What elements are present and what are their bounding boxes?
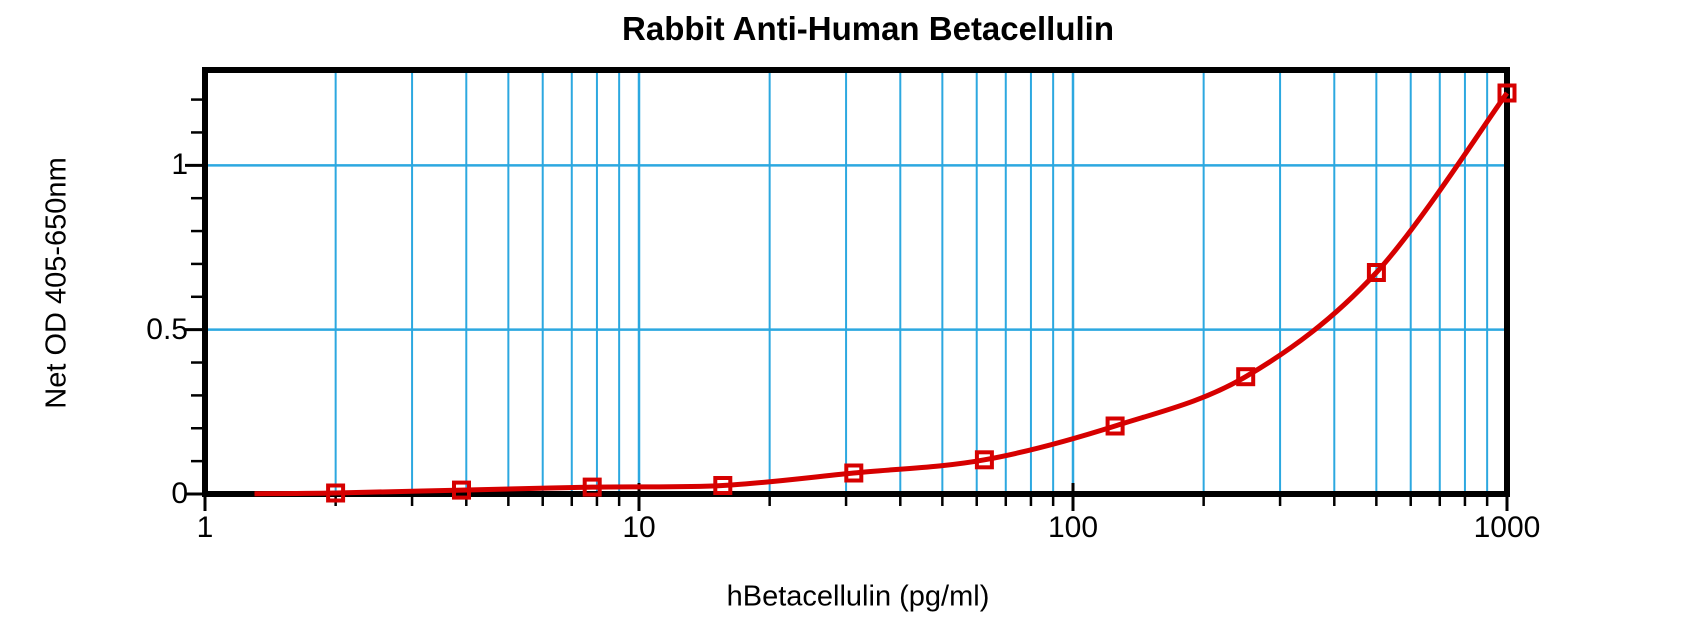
x-tick-label-1: 1 (196, 511, 214, 544)
x-axis-label: hBetacellulin (pg/ml) (726, 580, 990, 613)
gridlines (205, 70, 1507, 494)
data-point-marker (1366, 263, 1386, 282)
data-point-marker (1236, 367, 1256, 387)
x-tick-label-100: 100 (1047, 511, 1099, 544)
data-point-marker (1497, 83, 1517, 103)
chart-title: Rabbit Anti-Human Betacellulin (622, 10, 1114, 47)
series-curve (254, 91, 1510, 497)
y-tick-label-0: 0 (171, 477, 188, 510)
series-markers (326, 83, 1517, 503)
data-point-marker (326, 483, 346, 503)
data-point-marker (1105, 416, 1125, 436)
y-tick-label-0_5: 0.5 (146, 312, 188, 346)
x-tick-label-1000: 1000 (1473, 511, 1541, 544)
y-tick-label-1: 1 (171, 148, 188, 182)
x-tick-label-10: 10 (622, 511, 656, 544)
data-point-marker (713, 476, 733, 495)
data-point-marker (844, 463, 864, 483)
data-point-marker (974, 450, 994, 470)
axes-border (202, 67, 1510, 497)
data-point-marker (582, 477, 602, 497)
data-point-marker (452, 480, 471, 500)
